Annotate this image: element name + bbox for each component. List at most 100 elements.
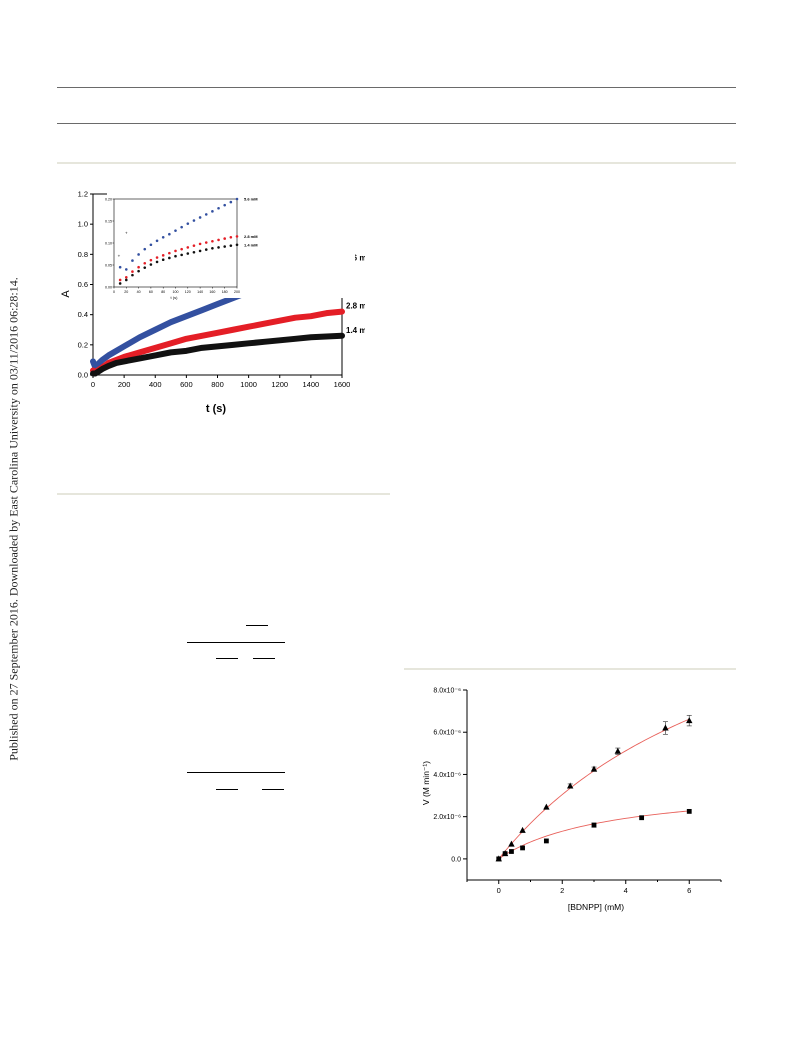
data-point-triangle bbox=[508, 840, 515, 847]
inset-point-14mm bbox=[229, 244, 233, 247]
section-rule bbox=[57, 162, 736, 164]
series-line-14mm bbox=[90, 332, 345, 377]
x-tick-label: 1400 bbox=[303, 380, 320, 389]
inset-point-14mm bbox=[174, 254, 177, 258]
y-tick-label: 0.0 bbox=[78, 371, 88, 380]
inset-point-28mm bbox=[223, 237, 226, 240]
data-point-triangle bbox=[519, 826, 526, 833]
data-point-triangle bbox=[590, 765, 598, 772]
inset-point-14mm bbox=[217, 246, 220, 249]
inset-point-56mm bbox=[180, 225, 183, 229]
data-point-square bbox=[520, 845, 525, 851]
inset-y-tick-label: 0.10 bbox=[105, 241, 112, 245]
fit-curve-1 bbox=[498, 718, 690, 860]
inset-point-14mm bbox=[118, 282, 122, 285]
inset-point-28mm bbox=[125, 276, 128, 279]
x-axis-title: [BDNPP] (mM) bbox=[568, 902, 624, 912]
inset-point-28mm bbox=[186, 246, 190, 249]
inset-point-28mm bbox=[217, 238, 220, 242]
inset-point-56mm bbox=[131, 259, 134, 262]
equation-1-denominator-bar-a bbox=[216, 658, 238, 659]
data-point-square bbox=[496, 856, 502, 862]
inset-point-56mm bbox=[137, 253, 140, 256]
inset-point-56mm bbox=[155, 239, 159, 243]
inset-point-14mm bbox=[125, 278, 128, 282]
inset-point-28mm bbox=[229, 235, 233, 239]
inset-point-28mm bbox=[161, 254, 165, 257]
series-label-28mm: 2.8 mM bbox=[346, 302, 365, 311]
inset-x-tick-label: 140 bbox=[197, 290, 203, 294]
inset-point-14mm bbox=[180, 253, 183, 257]
y-tick-label: 8.0x10⁻⁶ bbox=[433, 688, 461, 695]
inset-x-tick-label: 40 bbox=[137, 290, 141, 294]
download-note-text: Published on 27 September 2016. Download… bbox=[6, 277, 21, 761]
inset-outlier-point: + bbox=[118, 254, 121, 259]
y-tick-label: 1.0 bbox=[78, 220, 88, 229]
inset-point-56mm bbox=[223, 203, 226, 207]
left-column-rule bbox=[57, 493, 390, 495]
inset-point-28mm bbox=[235, 235, 239, 238]
inset-point-56mm bbox=[211, 210, 214, 213]
inset-x-tick-label: 160 bbox=[209, 290, 215, 294]
inset-point-14mm bbox=[131, 273, 134, 277]
equation-1-numerator-bar bbox=[246, 625, 268, 626]
inset-point-28mm bbox=[204, 241, 208, 244]
inset-point-56mm bbox=[118, 265, 122, 269]
data-point-square bbox=[509, 849, 514, 854]
inset-point-56mm bbox=[229, 200, 233, 204]
y-tick-label: 6.0x10⁻⁶ bbox=[433, 730, 461, 737]
x-tick-label: 600 bbox=[180, 380, 193, 389]
data-point-square bbox=[686, 808, 692, 814]
inset-point-28mm bbox=[180, 247, 183, 251]
x-tick-label: 0 bbox=[91, 380, 95, 389]
inset-point-28mm bbox=[131, 270, 134, 273]
inset-point-28mm bbox=[174, 249, 177, 253]
y-tick-label: 0.2 bbox=[78, 340, 88, 349]
inset-point-14mm bbox=[235, 243, 239, 247]
data-point-square bbox=[591, 822, 597, 828]
inset-point-28mm bbox=[198, 242, 202, 246]
x-tick-label: 0 bbox=[497, 886, 501, 895]
inset-x-tick-label: 120 bbox=[185, 290, 191, 294]
y-tick-label: 4.0x10⁻⁶ bbox=[433, 772, 461, 779]
data-point-square bbox=[543, 838, 549, 844]
inset-point-14mm bbox=[211, 246, 214, 250]
x-tick-label: 400 bbox=[149, 380, 162, 389]
inset-point-56mm bbox=[143, 247, 147, 251]
data-point-triangle bbox=[566, 782, 574, 789]
inset-point-56mm bbox=[192, 219, 196, 222]
x-tick-label: 4 bbox=[624, 886, 628, 895]
inset-point-56mm bbox=[198, 216, 202, 219]
inset-x-tick-label: 180 bbox=[222, 290, 228, 294]
y-tick-label: 0.8 bbox=[78, 250, 88, 259]
absorbance-time-chart: 0 200 400 600 800 1000 1200 1400 16000.00.20.40.… bbox=[60, 190, 365, 416]
x-tick-label: 1600 bbox=[334, 380, 351, 389]
data-point-triangle bbox=[543, 803, 550, 810]
data-point-square bbox=[639, 815, 645, 821]
equation-1-main-bar bbox=[187, 642, 285, 643]
inset-outlier-point: + bbox=[125, 230, 128, 235]
inset-point-14mm bbox=[161, 258, 165, 262]
x-tick-label: 6 bbox=[687, 886, 691, 895]
data-point-triangle bbox=[614, 747, 622, 754]
y-tick-label: 0.0 bbox=[451, 856, 461, 863]
inset-series-label-14mm: 1.4 mM bbox=[244, 242, 258, 247]
header-rule-bottom bbox=[57, 123, 736, 124]
inset-point-14mm bbox=[198, 249, 202, 253]
inset-point-14mm bbox=[143, 266, 147, 269]
inset-series-label-28mm: 2.8 mM bbox=[244, 234, 258, 239]
inset-point-56mm bbox=[217, 206, 220, 210]
y-tick-label: 1.2 bbox=[78, 190, 88, 199]
inset-point-56mm bbox=[186, 222, 190, 225]
x-tick-label: 1000 bbox=[240, 380, 257, 389]
inset-point-14mm bbox=[155, 260, 159, 264]
inset-point-56mm bbox=[204, 213, 208, 216]
inset-point-28mm bbox=[168, 251, 171, 255]
header-rule-top bbox=[57, 87, 736, 88]
inset-point-28mm bbox=[137, 265, 140, 269]
rate-concentration-chart: 0 2 4 60.02.0x10⁻⁶4.0x10⁻⁶6.0x10⁻⁶8.0x10⁻⁶ … bbox=[421, 688, 722, 912]
data-point-triangle bbox=[686, 717, 693, 724]
data-point-square bbox=[502, 851, 508, 857]
inset-point-14mm bbox=[204, 248, 208, 251]
inset-y-tick-label: 0.05 bbox=[105, 263, 112, 267]
